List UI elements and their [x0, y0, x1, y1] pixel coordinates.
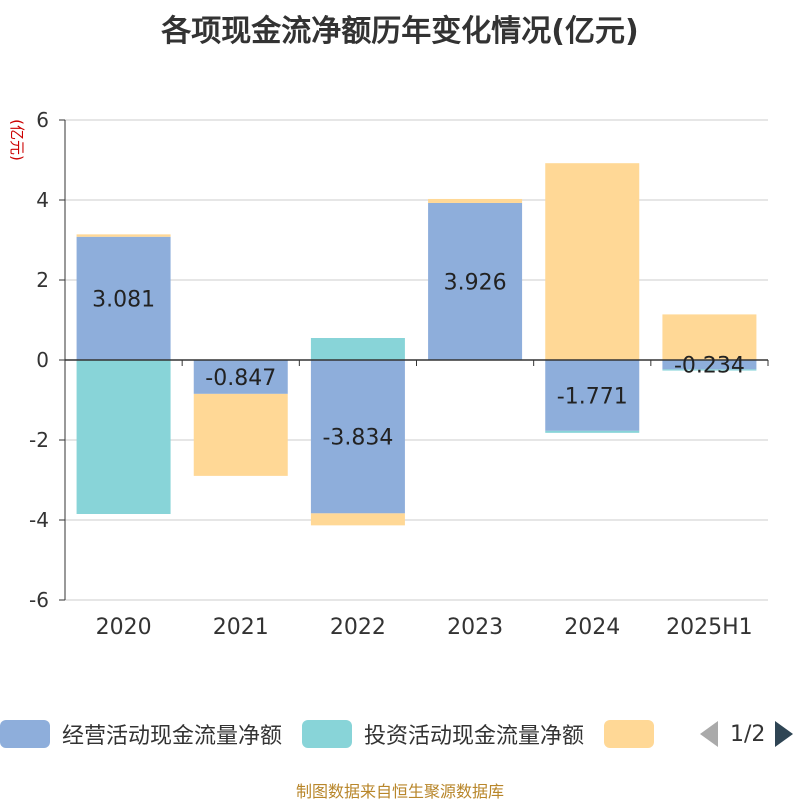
- legend-label: 经营活动现金流量净额: [62, 724, 283, 749]
- pager-prev-icon[interactable]: [700, 721, 718, 747]
- x-tick-label: 2020: [96, 615, 152, 640]
- data-label: 3.081: [92, 287, 155, 312]
- y-tick-label: 2: [36, 268, 49, 292]
- legend-item-operating[interactable]: 经营活动现金流量净额: [0, 718, 282, 750]
- bar-2022-s1: [310, 338, 405, 360]
- y-tick-label: -4: [29, 508, 49, 532]
- bar-2024-s2: [545, 163, 640, 360]
- x-tick-label: 2021: [213, 615, 269, 640]
- pager-next-icon[interactable]: [775, 721, 794, 747]
- x-tick-label: 2022: [330, 615, 386, 640]
- y-tick-label: 4: [36, 188, 49, 212]
- bar-2023-s2: [428, 198, 523, 203]
- x-tick-label: 2023: [447, 615, 503, 640]
- legend-swatch: [604, 720, 655, 748]
- legend-swatch: [302, 720, 353, 748]
- legend-label: 投资活动现金流量净额: [364, 724, 585, 749]
- bar-2023-s0: [428, 202, 523, 360]
- bar-2020-s0: [76, 236, 171, 360]
- bar-2025H1-s0: [662, 360, 757, 370]
- bar-2022-s2: [310, 513, 405, 526]
- bar-2024-s0: [545, 360, 640, 431]
- bar-2025H1-s1: [662, 369, 757, 371]
- legend-item-third[interactable]: [604, 720, 666, 748]
- bar-2020-s1: [76, 360, 171, 514]
- y-tick-label: -6: [29, 588, 49, 612]
- bar-2020-s2: [76, 234, 171, 237]
- y-axis-title: (亿元): [8, 119, 26, 161]
- legend-item-investing[interactable]: 投资活动现金流量净额: [302, 718, 584, 750]
- y-tick-label: 6: [36, 108, 49, 132]
- legend: 经营活动现金流量净额 投资活动现金流量净额: [0, 716, 686, 752]
- bar-2025H1-s2: [662, 314, 757, 360]
- y-tick-label: 0: [36, 348, 49, 372]
- data-label: -0.847: [205, 366, 276, 391]
- x-tick-label: 2024: [564, 615, 620, 640]
- bar-2021-s0: [193, 360, 288, 394]
- y-tick-label: -2: [29, 428, 49, 452]
- data-label: 3.926: [444, 270, 507, 295]
- source-note: 制图数据来自恒生聚源数据库: [295, 782, 504, 801]
- legend-swatch: [0, 720, 50, 748]
- pager-page-text: 1/2: [730, 721, 766, 747]
- x-tick-label: 2025H1: [666, 615, 753, 640]
- data-label: -0.234: [674, 354, 745, 379]
- bar-2024-s1: [545, 430, 640, 433]
- legend-pager: 1/2: [700, 718, 794, 750]
- data-label: -3.834: [322, 426, 393, 451]
- chart-title: 各项现金流净额历年变化情况(亿元): [161, 14, 639, 49]
- bar-2022-s0: [310, 360, 405, 514]
- data-label: -1.771: [557, 384, 628, 409]
- bar-2021-s2: [193, 393, 288, 476]
